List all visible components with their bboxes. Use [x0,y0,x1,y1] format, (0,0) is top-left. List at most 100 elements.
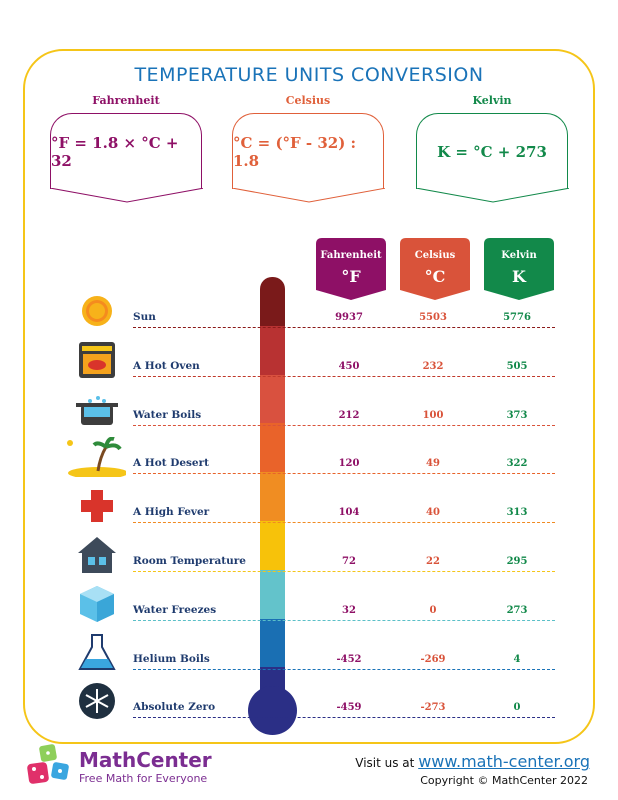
table-row: A Hot Oven 450 232 505 [0,358,618,378]
boiling-pot-icon [76,389,118,429]
table-row: A Hot Desert 120 49 322 [0,455,618,475]
row-divider [133,571,555,572]
row-label: Absolute Zero [133,701,216,714]
website-link[interactable]: www.math-center.org [418,752,590,771]
desert-island-icon [64,437,128,480]
value-fahrenheit: 72 [342,556,356,567]
row-label: Water Freezes [133,603,217,616]
formula-box-point [51,188,203,203]
value-celsius: 100 [422,409,444,421]
row-label: Room Temperature [133,555,246,567]
formula-label-kelvin: Kelvin [472,94,512,107]
value-kelvin: 273 [506,604,528,616]
value-fahrenheit: 9937 [335,312,363,323]
row-divider [133,717,555,719]
flask-icon [76,633,118,673]
thermometer-segment [260,521,285,571]
oven-icon [76,340,118,380]
snowflake-icon [76,681,118,721]
brand-name: MathCenter [79,748,212,772]
visit-line: Visit us at www.math-center.org [355,752,590,771]
value-fahrenheit: 104 [338,507,360,519]
formula-text: °F = 1.8 × °C + 32 [51,133,179,170]
value-kelvin: 0 [513,702,521,714]
value-celsius: 0 [429,604,437,616]
row-divider [133,522,555,524]
value-celsius: 22 [426,556,440,567]
column-name: Fahrenheit [320,250,382,261]
value-kelvin: 295 [506,556,528,567]
formula-text: K = °C + 273 [437,142,547,161]
value-fahrenheit: 450 [338,360,360,372]
formula-box-point [233,188,385,203]
table-row: Absolute Zero -459 -273 0 [0,699,618,719]
thermometer-segment [260,472,285,522]
formula-box-celsius: °C = (°F - 32) : 1.8 [232,113,385,203]
row-divider [133,668,555,670]
thermometer-segment [260,277,285,327]
value-fahrenheit: 32 [342,604,356,616]
value-celsius: -269 [420,653,446,665]
dice-logo-icon [27,744,69,784]
value-kelvin: 373 [506,409,528,421]
value-fahrenheit: -459 [336,702,362,714]
formula-label-fahrenheit: Fahrenheit [92,94,160,107]
brand-tagline: Free Math for Everyone [79,772,208,785]
thermometer-segment [260,423,285,474]
table-row: Water Boils 212 100 373 [0,407,618,427]
value-kelvin: 505 [506,360,528,372]
formula-box-fahrenheit: °F = 1.8 × °C + 32 [50,113,203,203]
row-divider [133,424,555,426]
row-label: A Hot Desert [133,457,209,470]
column-header-shape [400,238,470,300]
value-celsius: 5503 [419,312,447,323]
row-divider [133,619,555,621]
row-divider [133,473,555,475]
value-fahrenheit: -452 [336,653,362,665]
column-symbol: K [512,267,526,286]
value-celsius: 40 [426,507,440,519]
row-label: Water Boils [133,408,202,421]
column-symbol: °F [341,267,361,286]
table-row: Water Freezes 32 0 273 [0,602,618,622]
column-name: Celsius [414,250,456,261]
formula-text: °C = (°F - 32) : 1.8 [233,133,357,170]
thermometer-segment [260,374,285,425]
row-label: Helium Boils [133,652,210,665]
formula-box-point [417,188,569,203]
value-kelvin: 322 [506,458,528,470]
column-header-celsius: Celsius °C [400,238,470,300]
column-symbol: °C [424,267,446,286]
row-label: Sun [133,311,156,323]
column-header-fahrenheit: Fahrenheit °F [316,238,386,300]
row-divider [133,327,555,328]
copyright: Copyright © MathCenter 2022 [420,774,588,787]
thermometer-segment [260,325,285,376]
value-celsius: 49 [426,458,440,470]
ice-cube-icon [76,584,118,624]
row-label: A High Fever [133,506,210,519]
value-kelvin: 5776 [503,312,531,323]
value-fahrenheit: 120 [338,458,360,470]
formula-label-celsius: Celsius [285,94,331,107]
thermometer-segment [260,569,285,620]
table-row: Room Temperature 72 22 295 [0,553,618,573]
medical-cross-icon [76,486,118,526]
content-frame [23,49,595,744]
sun-icon [76,291,118,331]
column-header-kelvin: Kelvin K [484,238,554,300]
column-name: Kelvin [501,250,537,261]
column-header-shape [484,238,554,300]
thermometer-segment [260,618,285,669]
formula-box-kelvin: K = °C + 273 [416,113,569,203]
table-row: A High Fever 104 40 313 [0,504,618,524]
value-celsius: 232 [422,360,444,372]
value-kelvin: 4 [513,653,521,665]
page-title: TEMPERATURE UNITS CONVERSION [134,64,484,86]
row-divider [133,375,555,377]
value-celsius: -273 [420,702,446,714]
table-row: Sun 9937 5503 5776 [0,309,618,329]
value-fahrenheit: 212 [338,409,360,421]
thermometer-bulb [248,686,297,735]
visit-prefix: Visit us at [355,756,415,770]
